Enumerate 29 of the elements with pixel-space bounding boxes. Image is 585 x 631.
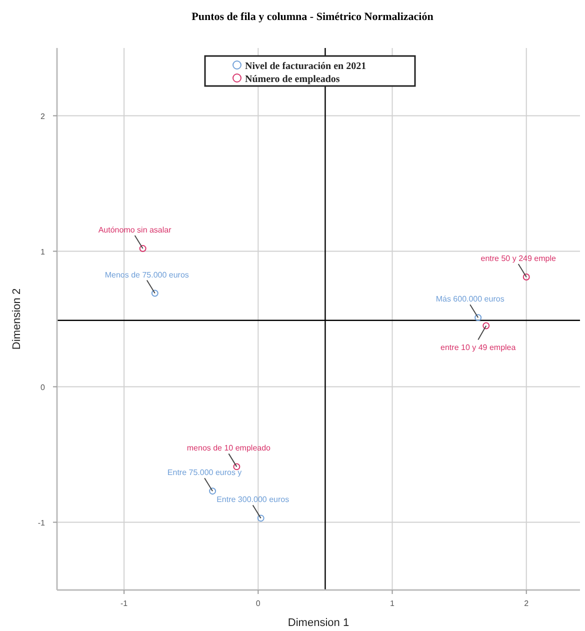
chart-title: Puntos de fila y columna - Simétrico Normalización xyxy=(192,11,434,23)
x-tick-label: 1 xyxy=(390,599,396,608)
y-tick-label: -1 xyxy=(38,518,46,528)
legend-label: Número de empleados xyxy=(245,74,340,85)
x-axis-title: Dimension 1 xyxy=(288,617,350,629)
point xyxy=(522,274,530,280)
y-tick-label: 1 xyxy=(40,247,46,256)
annotation: Entre 300.000 euros xyxy=(216,495,290,504)
x-tick-label: 2 xyxy=(524,599,530,608)
y-tick-label: 0 xyxy=(40,382,46,392)
point xyxy=(209,488,216,495)
annotation: entre 50 y 249 emple xyxy=(480,254,556,263)
point xyxy=(482,322,490,330)
point xyxy=(233,463,240,470)
point xyxy=(474,314,482,322)
y-axis-title: Dimension 2 xyxy=(11,288,23,350)
annotation: Autónomo sin asalar xyxy=(98,226,172,235)
x-tick-label: 0 xyxy=(256,599,261,608)
legend-label: Nivel de facturación en 2021 xyxy=(245,61,366,72)
annotation: Menos de 75.000 euros xyxy=(104,270,189,280)
point xyxy=(151,290,158,297)
annotation: Entre 75.000 euros y xyxy=(167,468,242,478)
annotation: entre 10 y 49 emplea xyxy=(440,342,516,352)
annotation: menos de 10 empleado xyxy=(186,444,272,453)
point xyxy=(139,245,146,252)
y-tick-label: 2 xyxy=(40,112,46,121)
annotation: Más 600.000 euros xyxy=(436,294,504,304)
point xyxy=(257,514,264,522)
x-tick-label: -1 xyxy=(120,599,128,608)
